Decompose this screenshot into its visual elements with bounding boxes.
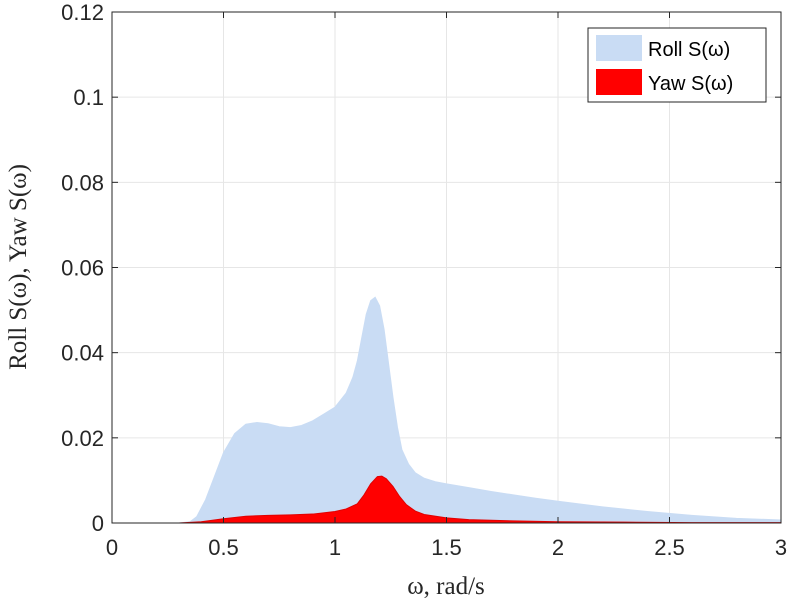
y-tick-label: 0.08 — [61, 170, 104, 195]
x-tick-label: 1 — [329, 535, 341, 560]
x-tick-label: 0.5 — [208, 535, 239, 560]
roll-area — [112, 297, 781, 523]
y-tick-label: 0.06 — [61, 256, 104, 281]
x-tick-label: 3 — [775, 535, 787, 560]
y-axis-label: Roll S(ω), Yaw S(ω) — [5, 164, 32, 370]
yaw-area-edge — [112, 475, 781, 524]
x-tick-label: 2.5 — [654, 535, 685, 560]
x-tick-label: 2 — [552, 535, 564, 560]
x-tick-label: 1.5 — [431, 535, 462, 560]
ticks: 0 0.5 1 1.5 2 2.5 3 0 0.02 0.04 0.06 0.08 0.1 0.12 — [61, 0, 787, 560]
legend-label-roll: Roll S(ω) — [648, 39, 730, 61]
x-tick-label: 0 — [106, 535, 118, 560]
legend-label-yaw: Yaw S(ω) — [648, 73, 733, 95]
legend: Roll S(ω) Yaw S(ω) — [587, 27, 767, 103]
y-tick-label: 0.02 — [61, 426, 104, 451]
legend-swatch-yaw — [596, 69, 642, 95]
x-axis-label: ω, rad/s — [407, 573, 485, 600]
legend-swatch-roll — [596, 35, 642, 61]
y-tick-label: 0.1 — [73, 85, 104, 110]
y-tick-label: 0 — [92, 511, 104, 536]
y-tick-label: 0.12 — [61, 0, 104, 25]
y-tick-label: 0.04 — [61, 341, 104, 366]
roll-area-edge — [112, 296, 782, 524]
series-areas — [112, 296, 782, 524]
